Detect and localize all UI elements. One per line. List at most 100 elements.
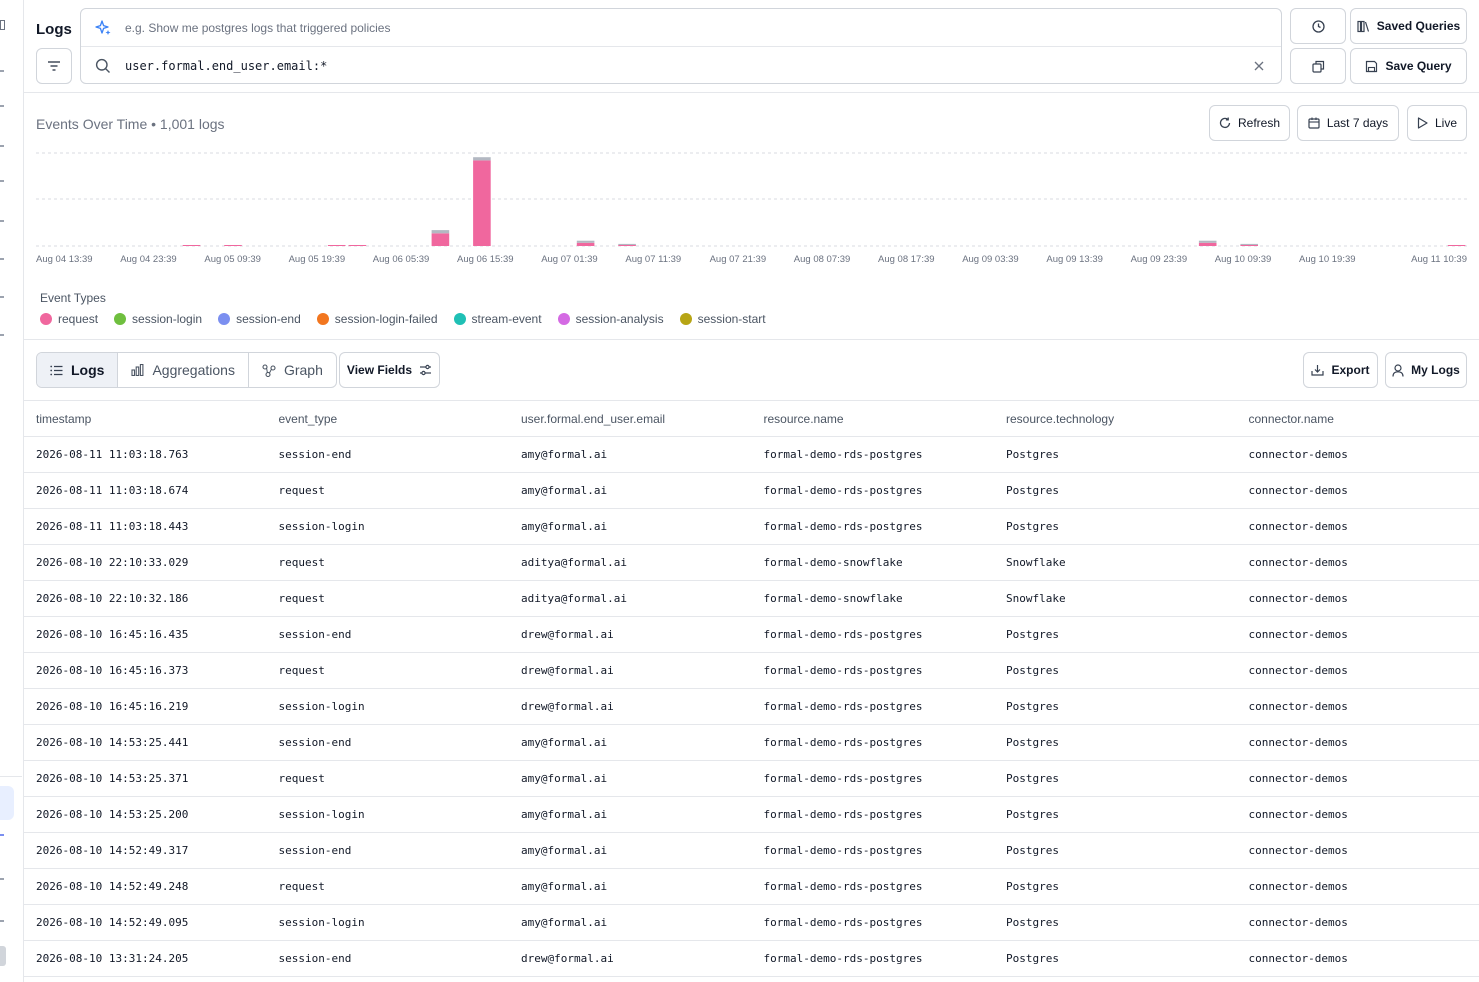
table-row[interactable]: 2026-08-10 14:53:25.441 session-end amy@fo…	[24, 725, 1479, 761]
my-logs-button[interactable]: My Logs	[1385, 352, 1467, 388]
bar-request[interactable]	[327, 245, 346, 246]
legend-swatch	[316, 313, 329, 325]
table-cell: drew@formal.ai	[521, 664, 614, 677]
table-row[interactable]: 2026-08-10 22:10:32.186 request aditya@for…	[24, 581, 1479, 617]
chart-legend: request session-login session-end session-l…	[40, 312, 766, 326]
sidebar-icon-fragment[interactable]	[0, 296, 4, 298]
bar-session-end[interactable]	[618, 243, 636, 245]
legend-swatch	[218, 313, 231, 325]
search-icon	[95, 58, 110, 73]
table-cell: aditya@formal.ai	[521, 592, 627, 605]
table-row[interactable]: 2026-08-10 14:52:49.317 session-end amy@fo…	[24, 833, 1479, 869]
sidebar-icon-fragment[interactable]	[0, 220, 4, 222]
sidebar-active-item[interactable]	[0, 786, 14, 820]
time-range-button[interactable]: Last 7 days	[1297, 105, 1399, 141]
table-cell: Postgres	[1006, 880, 1059, 893]
table-cell: amy@formal.ai	[521, 448, 608, 461]
legend-item-session-analysis[interactable]: session-analysis	[557, 312, 664, 326]
table-cell: connector-demos	[1248, 952, 1348, 965]
tab-aggregations[interactable]: Aggregations	[118, 353, 249, 387]
bar-request[interactable]	[1447, 245, 1466, 246]
column-header-event-type[interactable]: event_type	[278, 411, 338, 426]
sidebar-icon-fragment[interactable]	[0, 70, 4, 72]
table-row[interactable]: 2026-08-10 16:45:16.219 session-login drew…	[24, 689, 1479, 725]
save-query-button[interactable]: Save Query	[1350, 48, 1467, 84]
clock-icon	[1311, 19, 1325, 33]
table-row[interactable]: 2026-08-10 14:52:49.095 session-login amy@…	[24, 905, 1479, 941]
sidebar-icon-fragment[interactable]	[0, 180, 4, 182]
saved-queries-button[interactable]: Saved Queries	[1350, 8, 1467, 44]
tab-graph[interactable]: Graph	[249, 353, 336, 387]
live-button[interactable]: Live	[1407, 105, 1467, 141]
table-row[interactable]: 2026-08-10 13:31:24.205 session-end drew@f…	[24, 941, 1479, 977]
column-header-timestamp[interactable]: timestamp	[36, 411, 92, 426]
table-row[interactable]: 2026-08-10 14:53:25.200 session-login amy@…	[24, 797, 1479, 833]
table-body: 2026-08-11 11:03:18.763 session-end amy@fo…	[24, 437, 1479, 977]
export-button[interactable]: Export	[1303, 352, 1378, 388]
bar-request[interactable]	[224, 245, 242, 246]
copy-button[interactable]	[1290, 48, 1346, 84]
ai-query-input[interactable]: e.g. Show me postgres logs that triggere…	[125, 20, 391, 35]
sidebar-avatar-fragment[interactable]	[0, 946, 6, 966]
bar-request[interactable]	[473, 160, 491, 246]
bar-session-end[interactable]	[473, 157, 491, 161]
bar-session-end[interactable]	[1240, 243, 1258, 245]
table-row[interactable]: 2026-08-11 11:03:18.763 session-end amy@fo…	[24, 437, 1479, 473]
ai-query-row[interactable]: e.g. Show me postgres logs that triggere…	[81, 9, 1281, 47]
history-button[interactable]	[1290, 8, 1346, 44]
x-tick-label: Aug 11 10:39	[1411, 254, 1467, 265]
table-row[interactable]: 2026-08-10 14:52:49.248 request amy@formal…	[24, 869, 1479, 905]
query-input[interactable]: user.formal.end_user.email:*	[125, 59, 328, 73]
legend-item-stream-event[interactable]: stream-event	[453, 312, 542, 326]
table-cell: 2026-08-10 14:53:25.200	[36, 808, 189, 821]
x-tick-label: Aug 10 09:39	[1215, 254, 1272, 265]
bar-request[interactable]	[1240, 244, 1258, 246]
bar-session-end[interactable]	[431, 230, 450, 234]
sidebar-icon-fragment[interactable]	[0, 145, 4, 147]
refresh-button[interactable]: Refresh	[1209, 105, 1290, 141]
bar-session-end[interactable]	[576, 240, 595, 243]
bar-request[interactable]	[431, 233, 450, 246]
bar-request[interactable]	[348, 245, 367, 246]
table-row[interactable]: 2026-08-10 22:10:33.029 request aditya@for…	[24, 545, 1479, 581]
column-header-connector-name[interactable]: connector.name	[1248, 411, 1334, 426]
sidebar-icon-fragment[interactable]	[0, 920, 4, 922]
sidebar-icon-fragment[interactable]	[0, 105, 4, 107]
query-box: e.g. Show me postgres logs that triggere…	[80, 8, 1282, 84]
bar-request[interactable]	[576, 242, 595, 246]
close-icon	[1254, 61, 1264, 71]
table-row[interactable]: 2026-08-11 11:03:18.443 session-login amy@…	[24, 509, 1479, 545]
sidebar-icon-fragment[interactable]	[0, 334, 4, 336]
sidebar-icon-fragment[interactable]	[0, 834, 4, 836]
legend-item-session-start[interactable]: session-start	[679, 312, 766, 326]
column-header-resource-name[interactable]: resource.name	[763, 411, 844, 426]
bar-request[interactable]	[182, 245, 201, 246]
event-types-label: Event Types	[40, 291, 106, 305]
table-cell: Postgres	[1006, 484, 1059, 497]
bar-request[interactable]	[1198, 242, 1217, 246]
table-row[interactable]: 2026-08-10 16:45:16.435 session-end drew@f…	[24, 617, 1479, 653]
column-header-user-formal-end-user-email[interactable]: user.formal.end_user.email	[521, 411, 666, 426]
table-cell: formal-demo-rds-postgres	[763, 484, 923, 497]
table-row[interactable]: 2026-08-11 11:03:18.674 request amy@formal…	[24, 473, 1479, 509]
legend-item-request[interactable]: request	[40, 312, 98, 326]
clear-query-button[interactable]	[1251, 58, 1267, 74]
query-row[interactable]: user.formal.end_user.email:*	[81, 47, 1281, 85]
column-header-resource-technology[interactable]: resource.technology	[1006, 411, 1115, 426]
sidebar-icon-fragment[interactable]	[0, 258, 4, 260]
table-cell: aditya@formal.ai	[521, 556, 627, 569]
sidebar-icon-fragment[interactable]	[0, 878, 4, 880]
bar-request[interactable]	[618, 244, 636, 246]
copy-icon	[1311, 60, 1324, 73]
library-icon	[1357, 20, 1369, 32]
bar-session-end[interactable]	[1198, 240, 1217, 243]
tab-logs[interactable]: Logs	[37, 353, 119, 387]
legend-item-session-login[interactable]: session-login	[114, 312, 202, 326]
table-row[interactable]: 2026-08-10 14:53:25.371 request amy@formal…	[24, 761, 1479, 797]
filter-button[interactable]	[36, 48, 72, 84]
legend-item-session-end[interactable]: session-end	[218, 312, 301, 326]
table-row[interactable]: 2026-08-10 16:45:16.373 request drew@forma…	[24, 653, 1479, 689]
view-fields-button[interactable]: View Fields	[339, 352, 440, 388]
sidebar-icon-fragment[interactable]	[0, 20, 5, 30]
legend-item-session-login-failed[interactable]: session-login-failed	[316, 312, 438, 326]
